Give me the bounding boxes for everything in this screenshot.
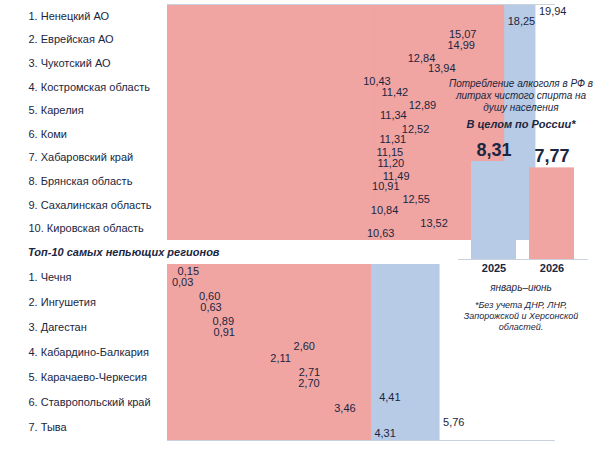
- svg-text:4. Кабардино-Балкария: 4. Кабардино-Балкария: [29, 346, 149, 358]
- svg-text:0,89: 0,89: [212, 315, 234, 328]
- svg-text:1. Чечня: 1. Чечня: [29, 271, 72, 283]
- svg-text:2,70: 2,70: [298, 377, 319, 389]
- svg-text:7. Хабаровский край: 7. Хабаровский край: [29, 151, 134, 163]
- svg-text:0,03: 0,03: [172, 276, 193, 288]
- svg-text:10. Кировская область: 10. Кировская область: [29, 222, 145, 234]
- svg-text:10,43: 10,43: [363, 75, 391, 88]
- svg-text:13,94: 13,94: [428, 62, 456, 74]
- svg-text:12,52: 12,52: [401, 122, 430, 135]
- svg-text:11,31: 11,31: [379, 133, 406, 145]
- svg-text:2. Еврейская АО: 2. Еврейская АО: [29, 33, 115, 45]
- html-text:Потребление алкоголя в РФ в ли: Потребление алкоголя в РФ в литрах чисто…: [449, 78, 593, 113]
- svg-text:6. Коми: 6. Коми: [29, 128, 67, 140]
- svg-text:10,84: 10,84: [371, 204, 399, 216]
- svg-text:8,31: 8,31: [476, 140, 511, 160]
- svg-text:3. Дагестан: 3. Дагестан: [29, 321, 87, 333]
- svg-text:2026: 2026: [540, 262, 564, 274]
- svg-text:7. Тыва: 7. Тыва: [29, 421, 68, 433]
- svg-text:0,60: 0,60: [198, 290, 221, 303]
- html-text:*Без учета ДНР, ЛНР, Запорожск: *Без учета ДНР, ЛНР, Запорожской и Херсо…: [463, 300, 579, 332]
- html-text:В целом по России*: В целом по России*: [466, 118, 576, 130]
- svg-text:12,55: 12,55: [402, 193, 430, 205]
- svg-text:3,46: 3,46: [334, 402, 355, 414]
- svg-text:8. Брянская область: 8. Брянская область: [29, 175, 133, 187]
- svg-text:5. Карачаево-Черкесия: 5. Карачаево-Черкесия: [29, 371, 147, 383]
- svg-text:4,41: 4,41: [379, 391, 400, 403]
- svg-text:2,11: 2,11: [270, 352, 291, 364]
- svg-text:5. Карелия: 5. Карелия: [29, 104, 84, 116]
- svg-text:12,84: 12,84: [407, 51, 436, 64]
- html-text:январь–июнь: январь–июнь: [490, 282, 552, 293]
- svg-text:10,91: 10,91: [372, 180, 400, 192]
- html-text:Топ-10 самых непьющих регионов: Топ-10 самых непьющих регионов: [28, 246, 220, 258]
- svg-text:12,89: 12,89: [409, 99, 437, 111]
- svg-text:9. Сахалинская область: 9. Сахалинская область: [29, 199, 152, 211]
- svg-text:4,31: 4,31: [374, 427, 395, 439]
- svg-text:15,07: 15,07: [448, 28, 477, 41]
- svg-text:2,60: 2,60: [294, 340, 315, 352]
- svg-text:2025: 2025: [482, 262, 506, 274]
- svg-text:2,71: 2,71: [298, 365, 321, 378]
- svg-text:11,49: 11,49: [382, 169, 410, 182]
- svg-text:4. Костромская область: 4. Костромская область: [29, 81, 151, 93]
- svg-text:7,77: 7,77: [534, 146, 569, 166]
- svg-text:14,99: 14,99: [447, 39, 475, 51]
- svg-text:19,94: 19,94: [539, 5, 567, 17]
- svg-text:6. Ставропольский край: 6. Ставропольский край: [29, 396, 151, 408]
- svg-text:2. Ингушетия: 2. Ингушетия: [29, 296, 96, 308]
- svg-text:1. Ненецкий АО: 1. Ненецкий АО: [29, 10, 110, 22]
- svg-text:18,25: 18,25: [508, 15, 536, 27]
- svg-text:0,63: 0,63: [200, 301, 221, 313]
- svg-text:3. Чукотский АО: 3. Чукотский АО: [29, 57, 112, 69]
- svg-text:0,15: 0,15: [177, 265, 199, 278]
- svg-text:11,15: 11,15: [376, 146, 404, 159]
- svg-text:11,42: 11,42: [381, 86, 408, 98]
- svg-text:11,20: 11,20: [377, 157, 404, 169]
- svg-text:5,76: 5,76: [443, 416, 464, 428]
- svg-text:11,34: 11,34: [380, 109, 407, 121]
- svg-text:13,52: 13,52: [420, 217, 448, 229]
- svg-text:0,91: 0,91: [214, 326, 235, 338]
- svg-text:10,63: 10,63: [367, 227, 395, 239]
